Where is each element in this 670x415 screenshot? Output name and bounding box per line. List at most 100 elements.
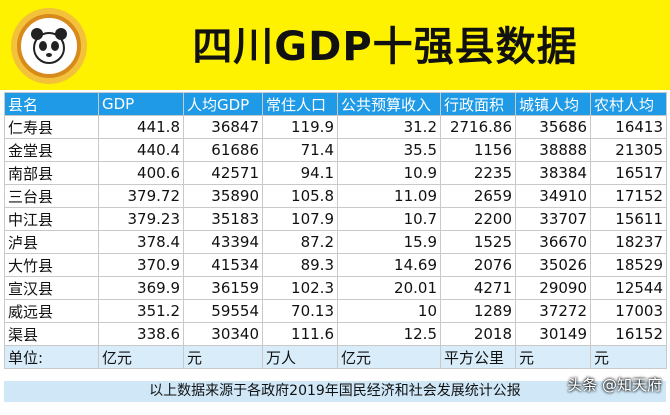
county-cell: 中江县 — [4, 207, 99, 231]
unit-cell: 亿元 — [337, 345, 441, 369]
value-cell: 105.8 — [262, 184, 338, 208]
county-cell: 宣汉县 — [4, 276, 99, 300]
data-row: 中江县 379.23 35183 107.9 10.7 2200 33707 15611 — [4, 207, 667, 231]
value-cell: 17152 — [590, 184, 667, 208]
value-cell: 369.9 — [98, 276, 184, 300]
logo — [11, 8, 87, 84]
column-header: 县名 — [4, 92, 99, 116]
value-cell: 36670 — [515, 230, 591, 254]
data-row: 仁寿县 441.8 36847 119.9 31.2 2716.86 35686 16413 — [4, 115, 667, 139]
value-cell: 35026 — [515, 253, 591, 277]
value-cell: 38888 — [515, 138, 591, 162]
header-row: 县名 GDP 人均GDP 常住人口 公共预算收入 行政面积 城镇人均 农村人均 — [4, 92, 667, 116]
value-cell: 12544 — [590, 276, 667, 300]
value-cell: 36847 — [183, 115, 263, 139]
data-row: 宣汉县 369.9 36159 102.3 20.01 4271 29090 12544 — [4, 276, 667, 300]
county-cell: 威远县 — [4, 299, 99, 323]
unit-cell: 元 — [515, 345, 591, 369]
value-cell: 15.9 — [337, 230, 441, 254]
value-cell: 30149 — [515, 322, 591, 346]
value-cell: 59554 — [183, 299, 263, 323]
data-row: 大竹县 370.9 41534 89.3 14.69 2076 35026 18529 — [4, 253, 667, 277]
value-cell: 20.01 — [337, 276, 441, 300]
value-cell: 87.2 — [262, 230, 338, 254]
value-cell: 71.4 — [262, 138, 338, 162]
value-cell: 70.13 — [262, 299, 338, 323]
title: 四川GDP十强县数据 — [192, 24, 578, 70]
data-row: 威远县 351.2 59554 70.13 10 1289 37272 17003 — [4, 299, 667, 323]
column-header: 人均GDP — [183, 92, 263, 116]
value-cell: 15611 — [590, 207, 667, 231]
value-cell: 2235 — [440, 161, 516, 185]
value-cell: 31.2 — [337, 115, 441, 139]
value-cell: 17003 — [590, 299, 667, 323]
units-row: 单位: 亿元元万人 亿元 平方公里元元 — [4, 345, 667, 369]
value-cell: 1525 — [440, 230, 516, 254]
value-cell: 400.6 — [98, 161, 184, 185]
unit-cell: 元 — [590, 345, 667, 369]
value-cell: 30340 — [183, 322, 263, 346]
unit-cell: 万人 — [262, 345, 338, 369]
value-cell: 16152 — [590, 322, 667, 346]
value-cell: 379.72 — [98, 184, 184, 208]
value-cell: 102.3 — [262, 276, 338, 300]
value-cell: 29090 — [515, 276, 591, 300]
data-row: 三台县 379.72 35890 105.8 11.09 2659 34910 17152 — [4, 184, 667, 208]
value-cell: 107.9 — [262, 207, 338, 231]
unit-cell: 平方公里 — [440, 345, 516, 369]
header-band: 四川GDP十强县数据 — [0, 0, 670, 90]
county-cell: 渠县 — [4, 322, 99, 346]
value-cell: 440.4 — [98, 138, 184, 162]
value-cell: 370.9 — [98, 253, 184, 277]
value-cell: 379.23 — [98, 207, 184, 231]
value-cell: 94.1 — [262, 161, 338, 185]
value-cell: 10.9 — [337, 161, 441, 185]
value-cell: 2018 — [440, 322, 516, 346]
value-cell: 41534 — [183, 253, 263, 277]
county-cell: 金堂县 — [4, 138, 99, 162]
value-cell: 89.3 — [262, 253, 338, 277]
column-header: 城镇人均 — [515, 92, 591, 116]
value-cell: 10 — [337, 299, 441, 323]
county-cell: 三台县 — [4, 184, 99, 208]
column-header: GDP — [98, 92, 184, 116]
value-cell: 37272 — [515, 299, 591, 323]
value-cell: 4271 — [440, 276, 516, 300]
unit-cell: 单位: — [4, 345, 99, 369]
value-cell: 1289 — [440, 299, 516, 323]
county-cell: 仁寿县 — [4, 115, 99, 139]
watermark: 头条 @知天府 — [567, 376, 662, 394]
value-cell: 12.5 — [337, 322, 441, 346]
value-cell: 18237 — [590, 230, 667, 254]
value-cell: 18529 — [590, 253, 667, 277]
value-cell: 351.2 — [98, 299, 184, 323]
value-cell: 119.9 — [262, 115, 338, 139]
value-cell: 2659 — [440, 184, 516, 208]
value-cell: 38384 — [515, 161, 591, 185]
source-note: 以上数据来源于各政府2019年国民经济和社会发展统计公报 — [4, 381, 666, 402]
value-cell: 441.8 — [98, 115, 184, 139]
data-row: 金堂县 440.4 61686 71.4 35.5 1156 38888 21305 — [4, 138, 667, 162]
value-cell: 35890 — [183, 184, 263, 208]
data-table: 县名 GDP 人均GDP 常住人口 公共预算收入 行政面积 城镇人均 农村人均 仁寿县 441.8… — [4, 92, 667, 369]
value-cell: 35686 — [515, 115, 591, 139]
column-header: 行政面积 — [440, 92, 516, 116]
value-cell: 378.4 — [98, 230, 184, 254]
value-cell: 35183 — [183, 207, 263, 231]
value-cell: 1156 — [440, 138, 516, 162]
value-cell: 16413 — [590, 115, 667, 139]
unit-cell: 亿元 — [98, 345, 184, 369]
value-cell: 33707 — [515, 207, 591, 231]
value-cell: 43394 — [183, 230, 263, 254]
value-cell: 35.5 — [337, 138, 441, 162]
unit-cell: 元 — [183, 345, 263, 369]
value-cell: 10.7 — [337, 207, 441, 231]
data-row: 泸县 378.4 43394 87.2 15.9 1525 36670 18237 — [4, 230, 667, 254]
value-cell: 16517 — [590, 161, 667, 185]
column-header: 农村人均 — [590, 92, 667, 116]
value-cell: 14.69 — [337, 253, 441, 277]
value-cell: 11.09 — [337, 184, 441, 208]
value-cell: 2076 — [440, 253, 516, 277]
county-cell: 泸县 — [4, 230, 99, 254]
